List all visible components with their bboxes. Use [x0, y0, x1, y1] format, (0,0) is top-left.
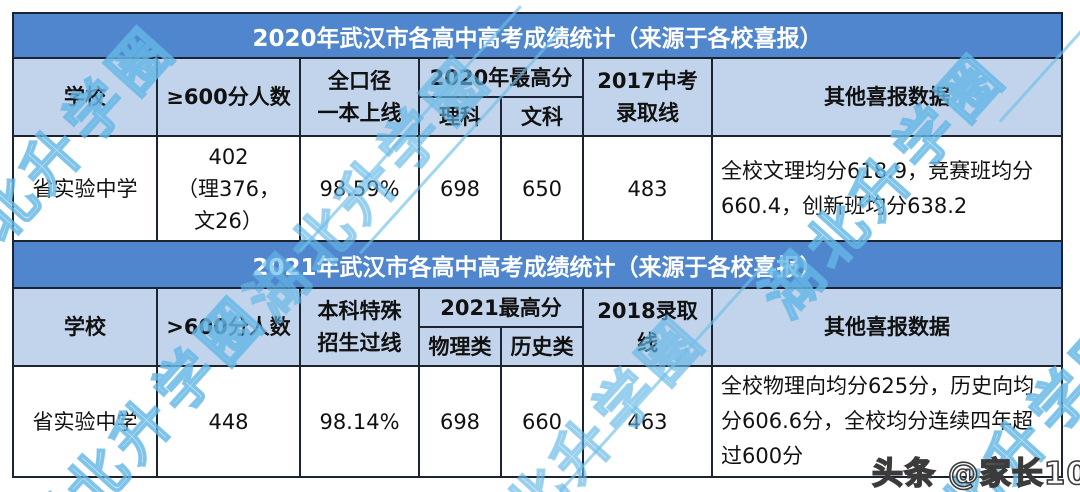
- header-school-2021: 学校: [14, 289, 156, 365]
- header-cutoff-2021: 2018录取 线: [584, 289, 711, 365]
- header-topscore-group-2020: 2020年最高分: [420, 59, 582, 96]
- cell-other-2020: 全校文理均分618.9，竞赛班均分660.4，创新班均分638.2: [713, 137, 1061, 240]
- header-school-2020: 学校: [14, 59, 156, 135]
- cell-rate-2021: 98.14%: [301, 367, 418, 476]
- cell-school-2021: 省实验中学: [14, 367, 156, 476]
- header-other-2021: 其他喜报数据: [713, 289, 1061, 365]
- cell-cutoff-2020: 483: [584, 137, 711, 240]
- header-history-2021: 历史类: [502, 328, 582, 365]
- cell-arts-2020: 650: [502, 137, 582, 240]
- cell-cutoff-2021: 463: [584, 367, 711, 476]
- header-other-2020: 其他喜报数据: [713, 59, 1061, 135]
- header-topscore-group-2021: 2021最高分: [420, 289, 582, 326]
- header-arts-2020: 文科: [502, 98, 582, 135]
- cell-science-2020: 698: [420, 137, 500, 240]
- table-2020-title: 2020年武汉市各高中高考成绩统计（来源于各校喜报）: [14, 14, 1061, 57]
- table-2021-title: 2021年武汉市各高中高考成绩统计（来源于各校喜报）: [14, 242, 1061, 287]
- results-table: 2020年武汉市各高中高考成绩统计（来源于各校喜报） 学校 ≥600分人数 全口…: [12, 12, 1063, 478]
- header-rate-2020: 全口径 一本上线: [301, 59, 418, 135]
- header-cutoff-2020: 2017中考 录取线: [584, 59, 711, 135]
- cell-count600-2021: 448: [158, 367, 299, 476]
- header-rate-2021: 本科特殊 招生过线: [301, 289, 418, 365]
- cell-school-2020: 省实验中学: [14, 137, 156, 240]
- cell-history-2021: 660: [502, 367, 582, 476]
- cell-rate-2020: 98.59%: [301, 137, 418, 240]
- cell-other-2021: 全校物理向均分625分，历史向均分606.6分，全校均分连续四年超过600分: [713, 367, 1061, 476]
- header-count600-2021: >600分人数: [158, 289, 299, 365]
- header-count600-2020: ≥600分人数: [158, 59, 299, 135]
- cell-count600-2020: 402 （理376， 文26）: [158, 137, 299, 240]
- header-science-2020: 理科: [420, 98, 500, 135]
- cell-physics-2021: 698: [420, 367, 500, 476]
- header-physics-2021: 物理类: [420, 328, 500, 365]
